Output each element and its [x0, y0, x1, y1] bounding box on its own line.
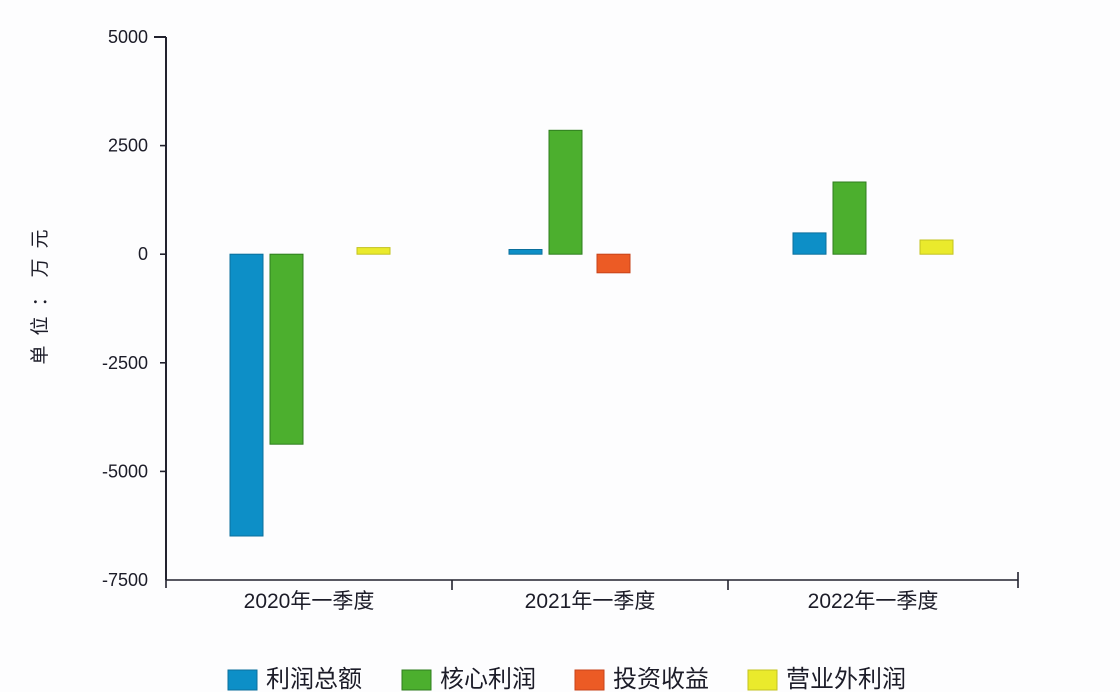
- svg-text:利润总额: 利润总额: [266, 666, 362, 692]
- svg-text:0: 0: [138, 244, 148, 264]
- svg-text:投资收益: 投资收益: [613, 666, 709, 692]
- svg-text:2500: 2500: [108, 136, 148, 156]
- svg-text:2021年一季度: 2021年一季度: [525, 590, 656, 613]
- svg-text:5000: 5000: [108, 27, 148, 47]
- svg-text:营业外利润: 营业外利润: [786, 666, 906, 692]
- svg-text:-2500: -2500: [102, 353, 148, 373]
- svg-text:-5000: -5000: [102, 461, 148, 481]
- svg-text:2020年一季度: 2020年一季度: [244, 590, 375, 613]
- svg-text:核心利润: 核心利润: [440, 666, 536, 692]
- svg-text:-7500: -7500: [102, 570, 148, 590]
- svg-text:单位：万元: 单位：万元: [29, 219, 51, 364]
- svg-text:2022年一季度: 2022年一季度: [808, 590, 939, 613]
